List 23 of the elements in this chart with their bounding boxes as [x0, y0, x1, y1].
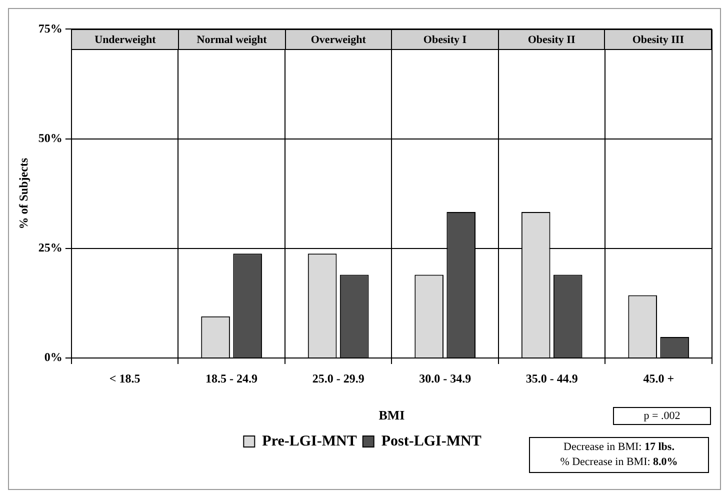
- text: % Decrease in BMI: 8.0%: [560, 456, 678, 468]
- x-tick-label: 30.0 - 34.9: [419, 371, 472, 386]
- annotation: Obesity II: [528, 34, 576, 46]
- text: p = .002: [613, 407, 711, 425]
- y-tick-label: 50%: [38, 130, 62, 145]
- x-axis-title: BMI: [378, 408, 405, 423]
- legend-label: Pre-LGI-MNT: [262, 433, 357, 450]
- x-tick-label: 18.5 - 24.9: [206, 371, 258, 386]
- annotation: Normal weight: [196, 34, 267, 46]
- y-tick-label: 0%: [44, 350, 62, 364]
- annotation: Underweight: [94, 34, 156, 46]
- x-tick-label: 45.0 +: [643, 371, 674, 386]
- x-tick-label: 35.0 - 44.9: [526, 371, 578, 386]
- y-axis-title: % of Subjects: [16, 158, 30, 230]
- y-tick-label: 25%: [38, 240, 62, 254]
- text: Decrease in BMI: 17 lbs.: [564, 441, 674, 453]
- annotation: Obesity I: [423, 34, 467, 46]
- annotation: Overweight: [310, 34, 366, 46]
- x-tick-label: 25.0 - 29.9: [312, 371, 364, 386]
- y-tick-label: 75%: [38, 21, 62, 36]
- annotation: Obesity III: [632, 34, 684, 46]
- x-tick-label: < 18.5: [109, 371, 140, 386]
- legend-label: Post-LGI-MNT: [381, 433, 482, 450]
